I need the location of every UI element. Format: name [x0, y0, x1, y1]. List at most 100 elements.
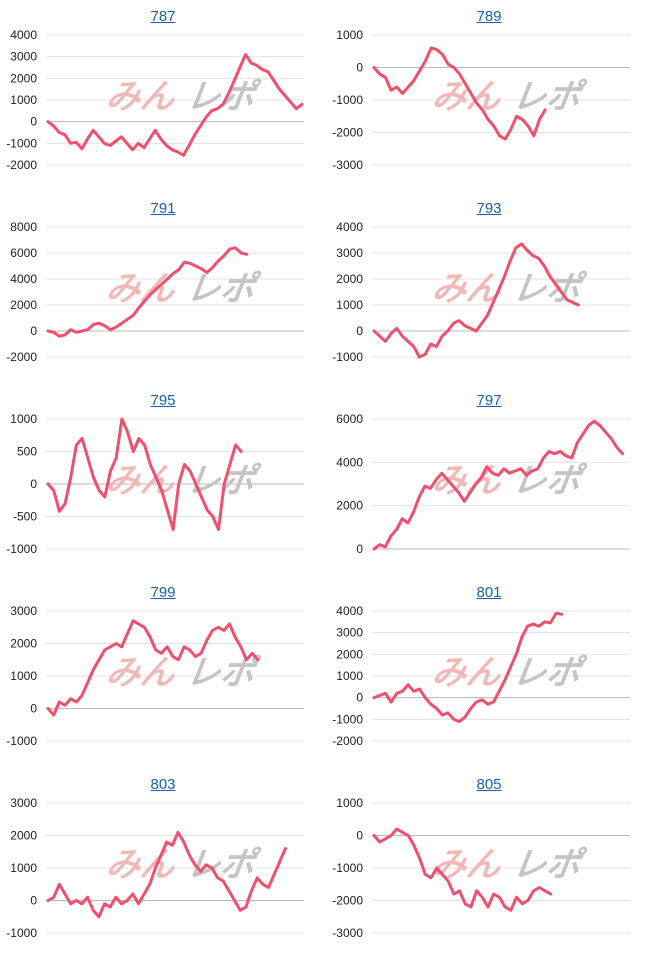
series-line	[46, 619, 260, 717]
watermark-left: みん	[104, 653, 179, 693]
watermark-right: レポ	[184, 77, 262, 117]
chart-title-link[interactable]: 805	[476, 776, 502, 793]
y-tick-label: 3000	[10, 604, 37, 618]
series-line	[372, 611, 564, 723]
watermark-logo: みん レポ	[430, 461, 588, 501]
y-tick-label: 2000	[10, 637, 37, 651]
watermark-left: みん	[104, 269, 179, 309]
chart-title-link[interactable]: 793	[476, 200, 502, 217]
watermark-right: レポ	[510, 845, 588, 885]
y-tick-label: 1000	[10, 412, 37, 426]
y-tick-label: 0	[356, 691, 363, 705]
watermark-left: みん	[104, 77, 179, 117]
series-line	[372, 242, 580, 359]
y-tick-label: 2000	[336, 647, 363, 661]
chart-panel: 795 -1000 -500 0 500 1000 みん レポ	[0, 384, 326, 576]
y-tick-label: 0	[30, 894, 37, 908]
series-line	[46, 830, 287, 919]
chart-panel: 799 -1000 0 1000 2000 3000 みん レポ	[0, 576, 326, 768]
chart-title-link[interactable]: 801	[476, 584, 502, 601]
y-tick-label: -2000	[332, 126, 363, 140]
y-tick-label: 500	[17, 445, 37, 459]
line-chart: -1000 0 1000 2000 3000 4000 みん レポ	[332, 220, 630, 364]
chart-title-link[interactable]: 787	[150, 8, 176, 25]
y-tick-label: 0	[30, 477, 37, 491]
series-line	[372, 46, 547, 141]
line-chart: -3000 -2000 -1000 0 1000 みん レポ	[332, 28, 630, 172]
watermark-right: レポ	[510, 653, 588, 693]
watermark-right: レポ	[184, 269, 262, 309]
watermark-logo: みん レポ	[104, 77, 262, 117]
watermark-logo: みん レポ	[430, 77, 588, 117]
line-chart: -2000 0 2000 4000 6000 8000 みん レポ	[6, 220, 304, 364]
series-line	[46, 53, 304, 157]
watermark-logo: みん レポ	[430, 653, 588, 693]
series-line	[372, 827, 553, 912]
y-tick-label: -1000	[6, 542, 37, 556]
line-chart: -2000 -1000 0 1000 2000 3000 4000 みん レポ	[332, 604, 630, 748]
watermark-right: レポ	[510, 461, 588, 501]
y-tick-label: -1000	[6, 734, 37, 748]
y-tick-label: 8000	[10, 220, 37, 234]
watermark-logo: みん レポ	[104, 269, 262, 309]
line-chart: -2000 -1000 0 1000 2000 3000 4000 みん レポ	[6, 28, 304, 172]
y-tick-label: -1000	[332, 93, 363, 107]
y-tick-label: 1000	[10, 861, 37, 875]
series-line	[372, 419, 624, 551]
watermark-left: みん	[430, 653, 505, 693]
chart-title-link[interactable]: 797	[476, 392, 502, 409]
y-tick-label: -2000	[332, 894, 363, 908]
y-tick-label: 4000	[10, 28, 37, 42]
y-tick-label: -2000	[6, 350, 37, 364]
chart-title-link[interactable]: 799	[150, 584, 176, 601]
y-tick-label: 1000	[336, 28, 363, 42]
y-tick-label: 3000	[10, 50, 37, 64]
y-tick-label: 0	[356, 324, 363, 338]
y-tick-label: 0	[356, 542, 363, 556]
chart-panel: 803 -1000 0 1000 2000 3000 みん レポ	[0, 768, 326, 960]
y-tick-label: -500	[13, 510, 37, 524]
chart-panel: 797 0 2000 4000 6000 みん レポ	[326, 384, 652, 576]
y-tick-label: 2000	[336, 499, 363, 513]
chart-title-link[interactable]: 789	[476, 8, 502, 25]
y-tick-label: 6000	[336, 412, 363, 426]
chart-title-link[interactable]: 803	[150, 776, 176, 793]
line-chart: -1000 0 1000 2000 3000 みん レポ	[6, 796, 304, 940]
y-tick-label: -1000	[332, 861, 363, 875]
y-tick-label: 2000	[10, 298, 37, 312]
chart-title-link[interactable]: 795	[150, 392, 176, 409]
y-tick-label: 1000	[10, 669, 37, 683]
y-tick-label: 2000	[336, 272, 363, 286]
line-chart: 0 2000 4000 6000 みん レポ	[336, 412, 630, 556]
y-tick-label: 2000	[10, 829, 37, 843]
watermark-left: みん	[104, 845, 179, 885]
y-tick-label: -3000	[332, 926, 363, 940]
y-tick-label: 4000	[336, 220, 363, 234]
y-tick-label: 4000	[336, 455, 363, 469]
watermark-logo: みん レポ	[430, 269, 588, 309]
chart-panel: 787 -2000 -1000 0 1000 2000 3000 4000 みん レポ	[0, 0, 326, 192]
y-tick-label: 6000	[10, 246, 37, 260]
y-tick-label: 3000	[336, 246, 363, 260]
line-chart: -3000 -2000 -1000 0 1000 みん レポ	[332, 796, 630, 940]
watermark-right: レポ	[184, 653, 262, 693]
chart-panel: 805 -3000 -2000 -1000 0 1000 みん レポ	[326, 768, 652, 960]
watermark-logo: みん レポ	[104, 653, 262, 693]
chart-title-link[interactable]: 791	[150, 200, 176, 217]
y-tick-label: -1000	[332, 712, 363, 726]
line-chart: -1000 0 1000 2000 3000 みん レポ	[6, 604, 304, 748]
y-tick-label: -1000	[6, 136, 37, 150]
y-tick-label: 4000	[336, 604, 363, 618]
y-tick-label: 0	[30, 702, 37, 716]
y-tick-label: 3000	[10, 796, 37, 810]
y-tick-label: -3000	[332, 158, 363, 172]
chart-panel: 791 -2000 0 2000 4000 6000 8000 みん レポ	[0, 192, 326, 384]
watermark-left: みん	[430, 845, 505, 885]
series-line	[46, 417, 243, 531]
y-tick-label: 1000	[336, 669, 363, 683]
y-tick-label: -1000	[332, 350, 363, 364]
chart-panel: 793 -1000 0 1000 2000 3000 4000 みん レポ	[326, 192, 652, 384]
series-line	[46, 246, 249, 338]
y-tick-label: -2000	[6, 158, 37, 172]
